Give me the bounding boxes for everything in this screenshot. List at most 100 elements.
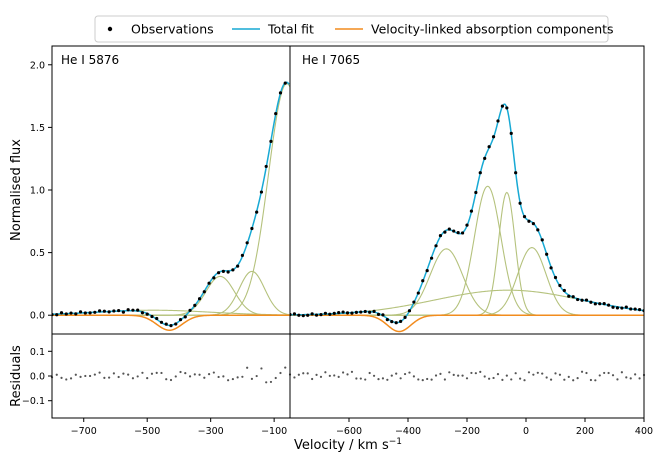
residual-point bbox=[127, 373, 130, 376]
y-tick-label: 1.0 bbox=[30, 186, 45, 197]
residual-point bbox=[315, 373, 318, 376]
emission-component-curve bbox=[52, 83, 290, 316]
y-tick-label: 0.1 bbox=[30, 347, 45, 358]
residual-point bbox=[155, 371, 158, 374]
observation-point bbox=[221, 269, 225, 273]
residual-point bbox=[337, 375, 340, 378]
residual-point bbox=[146, 377, 149, 380]
residual-point bbox=[634, 373, 637, 376]
observation-point bbox=[496, 119, 500, 123]
residual-point bbox=[541, 372, 544, 375]
emission-component-curve bbox=[52, 270, 290, 316]
residual-point bbox=[377, 378, 380, 381]
residual-point bbox=[160, 371, 163, 375]
residual-point bbox=[505, 374, 508, 377]
residual-point bbox=[457, 374, 460, 377]
residual-point bbox=[236, 376, 239, 379]
residual-point bbox=[479, 370, 482, 373]
residual-point bbox=[74, 373, 77, 376]
residual-point bbox=[443, 378, 446, 381]
residual-point bbox=[108, 376, 111, 379]
observation-point bbox=[403, 315, 407, 319]
observation-point bbox=[145, 312, 149, 316]
observation-point bbox=[531, 221, 535, 226]
y-tick-label: 1.5 bbox=[30, 123, 45, 134]
observation-point bbox=[202, 290, 206, 294]
observation-point bbox=[264, 164, 268, 169]
observation-point bbox=[518, 201, 522, 205]
observation-point bbox=[69, 311, 73, 315]
observation-point bbox=[545, 252, 549, 256]
observation-point bbox=[354, 310, 358, 314]
residual-point bbox=[519, 377, 522, 380]
observation-point bbox=[112, 309, 116, 313]
observation-point bbox=[376, 312, 381, 316]
observation-point bbox=[297, 313, 301, 317]
residual-point bbox=[69, 377, 73, 380]
observation-point bbox=[217, 271, 221, 275]
absorption-component-curve bbox=[290, 314, 644, 333]
observation-point bbox=[159, 320, 164, 324]
residual-point bbox=[390, 374, 393, 377]
observation-point bbox=[332, 311, 336, 315]
residual-point bbox=[297, 373, 300, 376]
observation-point bbox=[341, 310, 345, 314]
residual-point bbox=[98, 371, 101, 374]
x-tick-label: 0 bbox=[523, 426, 529, 437]
residual-point bbox=[496, 373, 500, 376]
observation-point bbox=[74, 312, 78, 316]
residual-point bbox=[567, 375, 570, 378]
observation-point bbox=[474, 190, 478, 195]
residual-point bbox=[284, 366, 287, 369]
observation-point bbox=[117, 308, 121, 313]
observation-point bbox=[350, 311, 354, 315]
observation-point bbox=[64, 312, 68, 316]
observation-point bbox=[514, 171, 518, 175]
emission-component-curve bbox=[290, 247, 644, 316]
residual-point bbox=[421, 379, 424, 382]
observation-point bbox=[345, 311, 350, 315]
residual-point bbox=[483, 375, 486, 378]
total-fit-curve bbox=[290, 103, 644, 324]
residual-point bbox=[217, 375, 220, 379]
observation-point bbox=[126, 308, 130, 312]
observation-point bbox=[491, 135, 496, 139]
observation-point bbox=[421, 279, 425, 283]
observation-point bbox=[269, 139, 273, 143]
observation-point bbox=[245, 241, 249, 245]
observation-point bbox=[589, 300, 593, 304]
observation-point bbox=[522, 215, 527, 219]
y-tick-label: 2.0 bbox=[30, 60, 45, 71]
observation-point bbox=[412, 300, 416, 304]
residual-point bbox=[88, 374, 92, 378]
residual-point bbox=[572, 379, 575, 382]
observation-point bbox=[509, 131, 513, 135]
observation-point bbox=[319, 313, 323, 317]
observation-point bbox=[274, 112, 278, 116]
x-axis-title-superscript: −1 bbox=[389, 437, 402, 447]
observation-point bbox=[226, 270, 230, 274]
panel-he-5876 bbox=[50, 81, 290, 384]
emission-component-curve bbox=[290, 248, 644, 316]
observation-point bbox=[59, 311, 64, 315]
observation-point bbox=[107, 310, 111, 314]
observation-point bbox=[624, 305, 628, 309]
residual-point bbox=[616, 378, 619, 381]
observation-point bbox=[465, 223, 469, 227]
residual-point bbox=[603, 371, 606, 375]
residual-point bbox=[302, 372, 305, 375]
residual-point bbox=[117, 375, 120, 379]
observation-point bbox=[478, 171, 482, 175]
observation-point bbox=[527, 219, 531, 223]
residual-point bbox=[474, 372, 477, 375]
residual-point bbox=[269, 380, 273, 384]
observation-point bbox=[562, 288, 566, 293]
residual-point bbox=[492, 376, 495, 380]
residual-point bbox=[532, 373, 535, 376]
residual-point bbox=[207, 373, 211, 376]
residual-point bbox=[536, 371, 539, 374]
residual-point bbox=[141, 371, 144, 374]
residual-point bbox=[452, 373, 455, 376]
residual-point bbox=[439, 372, 442, 376]
residual-point bbox=[174, 375, 177, 378]
